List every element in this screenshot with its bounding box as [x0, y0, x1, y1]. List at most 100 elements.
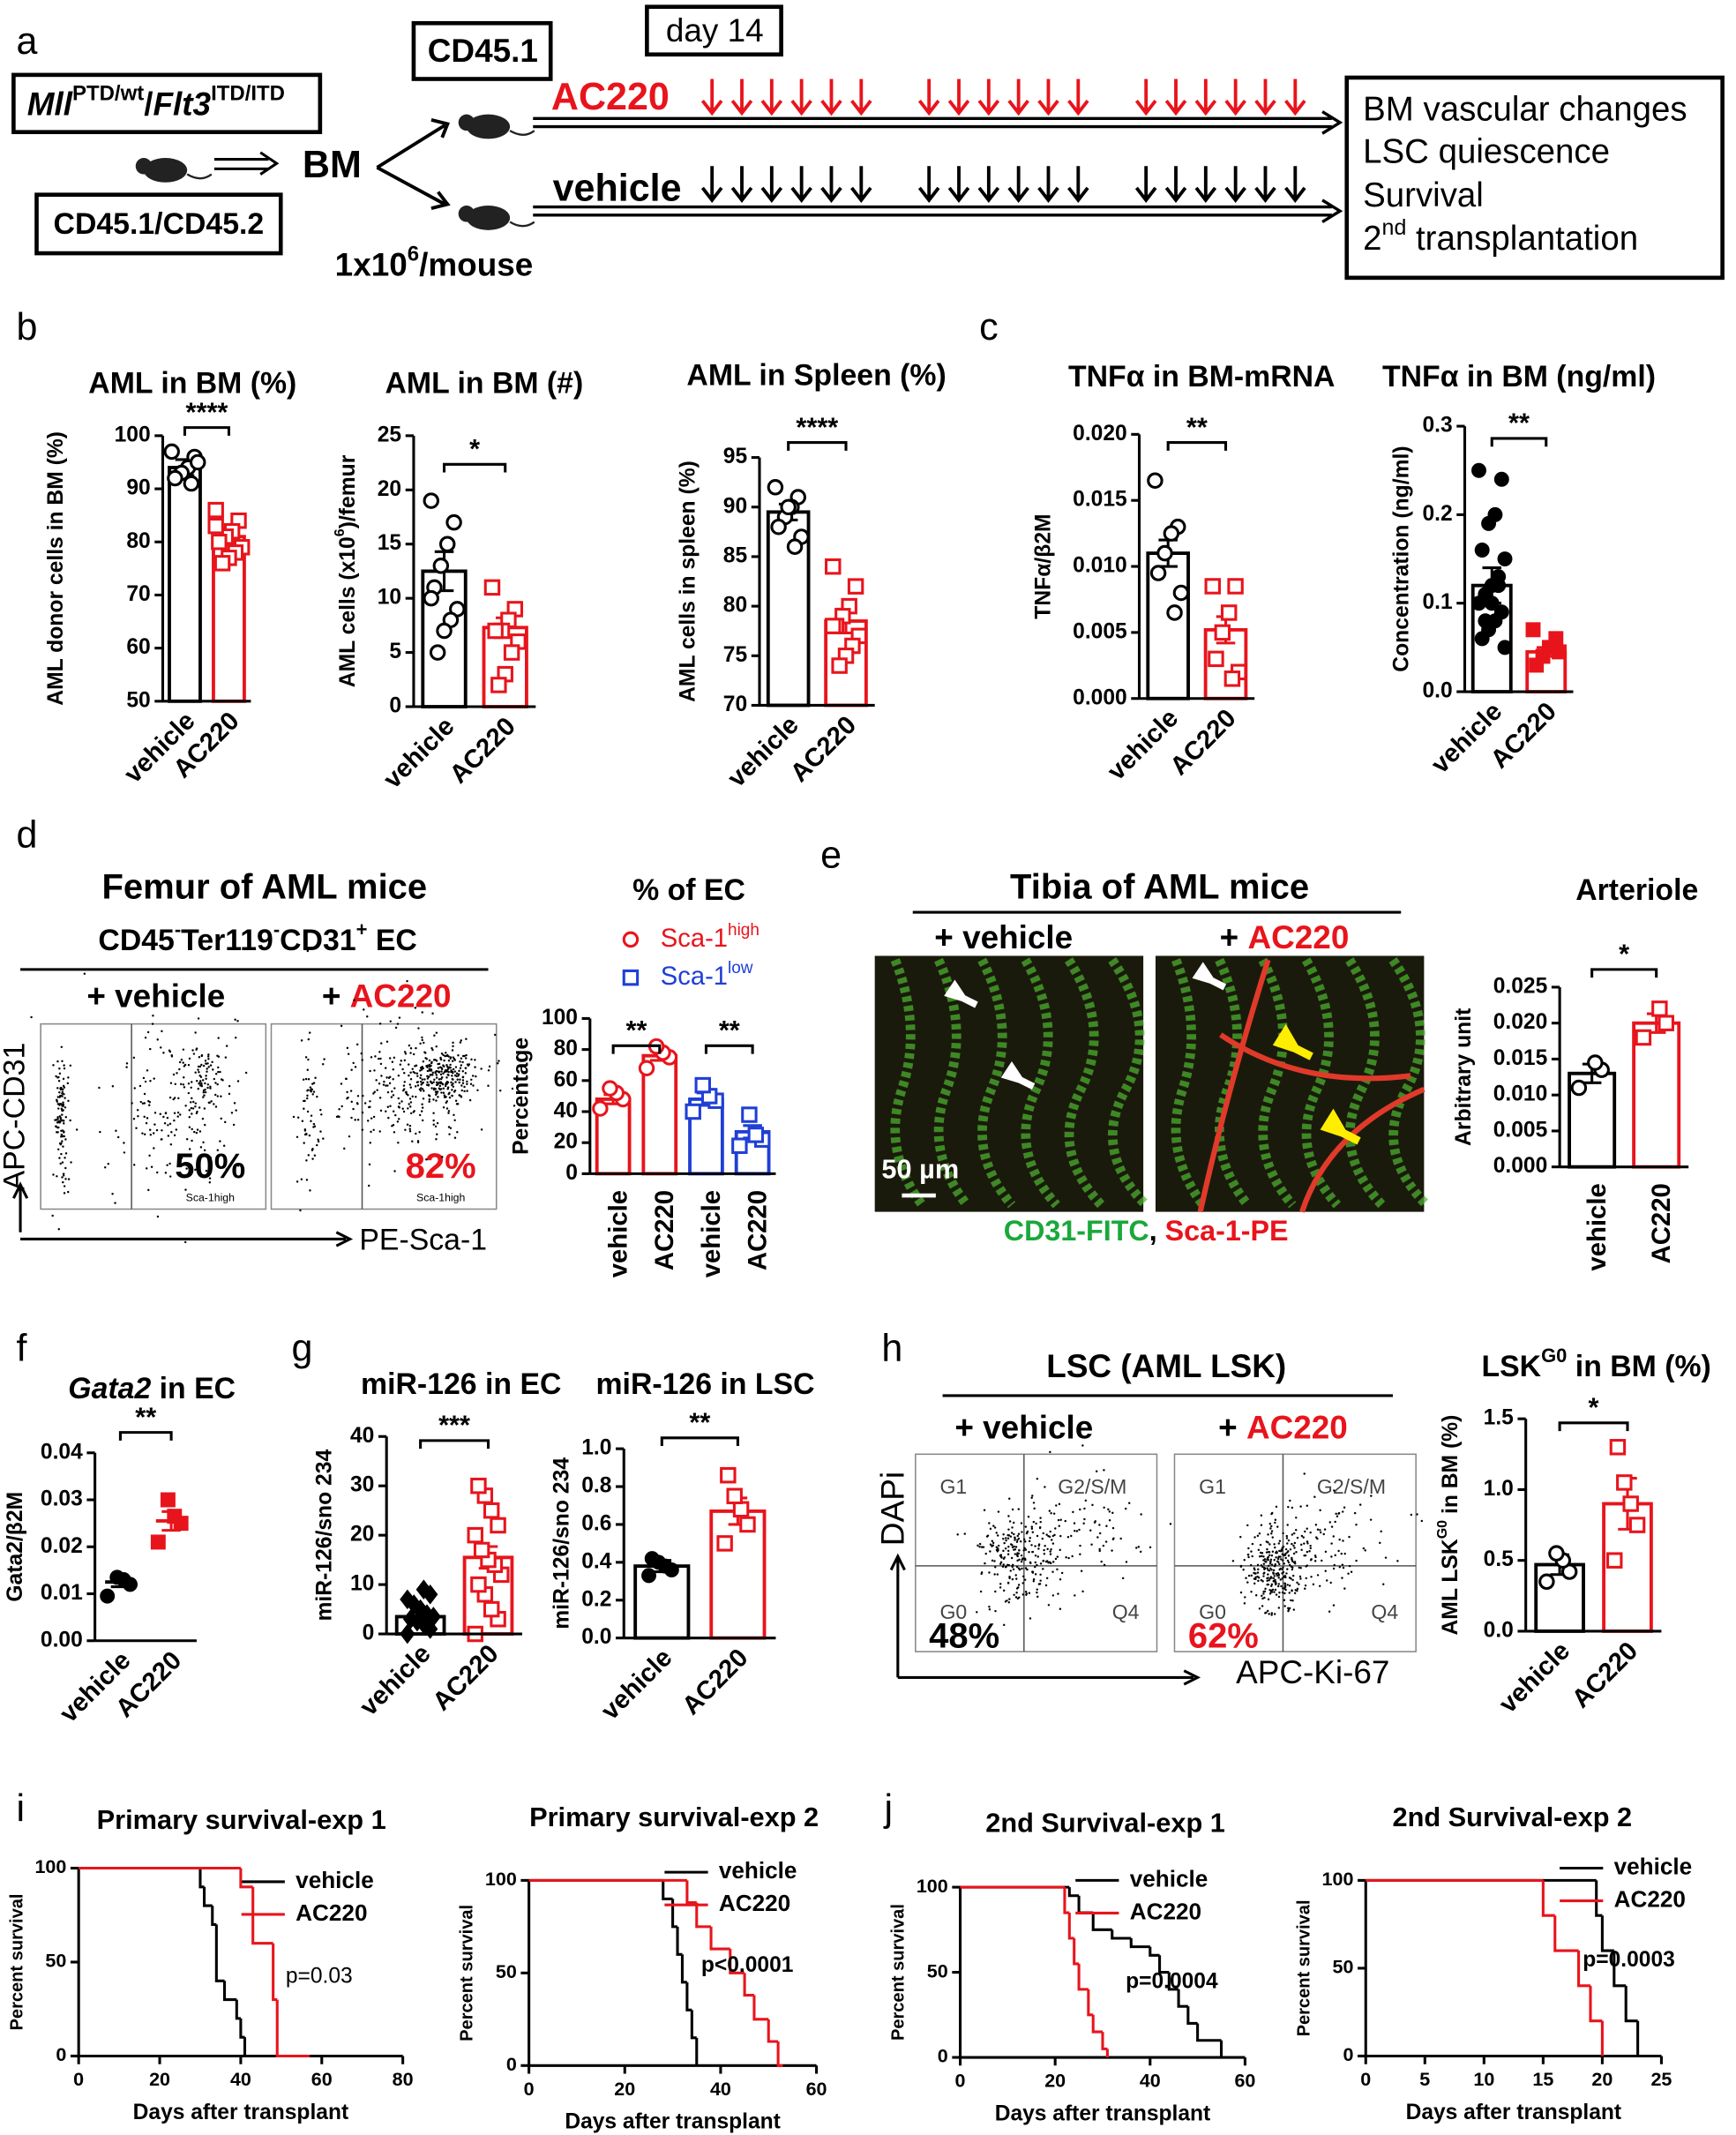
event — [1287, 1505, 1290, 1509]
event — [445, 1107, 449, 1110]
event — [1281, 1591, 1284, 1594]
condition: + vehicle — [934, 919, 1073, 955]
event — [447, 1126, 451, 1128]
event — [1012, 1521, 1015, 1524]
event — [136, 1109, 139, 1112]
event — [1045, 1577, 1049, 1580]
event — [1308, 1549, 1311, 1553]
event — [982, 1546, 985, 1548]
event — [1016, 1534, 1019, 1538]
event — [425, 1157, 428, 1161]
event — [1300, 1534, 1304, 1538]
event — [55, 1119, 58, 1121]
event — [1264, 1612, 1267, 1614]
event — [1321, 1559, 1323, 1562]
event — [456, 1078, 459, 1081]
pointer — [1272, 1023, 1313, 1060]
event — [1270, 1524, 1273, 1528]
event — [343, 1147, 346, 1150]
pointer — [1192, 962, 1227, 991]
significance: ** — [689, 1406, 710, 1437]
event — [61, 1105, 64, 1107]
event — [1293, 1547, 1296, 1549]
event — [340, 1082, 343, 1085]
significance: ** — [135, 1401, 156, 1432]
event — [1355, 1524, 1358, 1526]
significance-bracket — [1590, 968, 1658, 978]
data-point — [716, 1535, 733, 1552]
event — [316, 1143, 318, 1147]
event — [394, 1113, 397, 1117]
event — [1010, 1556, 1014, 1560]
mouse-head — [458, 206, 475, 222]
event — [191, 1081, 193, 1083]
event — [1262, 1562, 1266, 1565]
event — [307, 1154, 311, 1157]
event — [1293, 1592, 1297, 1595]
survival-step — [1186, 2006, 1198, 2025]
condition: + AC220 — [1220, 919, 1350, 955]
event — [454, 1066, 458, 1068]
event — [1254, 1577, 1257, 1581]
event — [408, 1097, 412, 1100]
event — [1268, 1579, 1270, 1582]
event — [1277, 1577, 1280, 1579]
event — [125, 1062, 129, 1065]
event — [198, 1106, 201, 1109]
event — [459, 1067, 462, 1069]
event — [61, 1092, 64, 1095]
event — [425, 1083, 429, 1086]
text-part: CD31-FITC — [1004, 1214, 1149, 1246]
event — [1049, 1530, 1051, 1533]
event — [303, 1133, 307, 1136]
event — [412, 1070, 415, 1074]
box — [411, 20, 553, 81]
event — [176, 1115, 179, 1118]
event — [313, 1154, 317, 1157]
event — [416, 1084, 420, 1087]
data-point — [847, 578, 864, 595]
data-point — [1166, 604, 1183, 621]
event — [187, 1063, 191, 1067]
event — [1071, 1554, 1074, 1558]
x-tick-label: vehicle — [698, 1190, 726, 1277]
y-tick-label: 10 — [378, 586, 401, 610]
data-point — [1223, 670, 1241, 687]
event — [306, 1090, 309, 1092]
event — [1039, 1517, 1042, 1519]
data-point — [739, 1516, 756, 1533]
readout: BM vascular changes — [1363, 91, 1687, 129]
event — [235, 1109, 237, 1112]
event — [1026, 1568, 1029, 1571]
mouse-tail — [509, 221, 535, 228]
event — [138, 1084, 142, 1088]
event — [452, 1045, 454, 1048]
event — [1341, 1510, 1344, 1513]
event — [1325, 1579, 1328, 1582]
gate-title: CD45-Ter119-CD31+ EC — [98, 918, 416, 957]
event — [59, 1094, 62, 1097]
event — [1303, 1542, 1306, 1545]
event — [161, 1030, 163, 1033]
event — [1030, 1496, 1033, 1500]
event — [461, 1082, 465, 1084]
event — [460, 1064, 463, 1067]
event — [453, 1070, 457, 1073]
event — [432, 1123, 435, 1126]
data-point — [831, 657, 848, 674]
event — [1032, 1579, 1036, 1583]
event — [1022, 1538, 1026, 1541]
event — [1280, 1584, 1283, 1588]
event — [320, 1113, 323, 1116]
box — [11, 72, 323, 135]
y-tick-label: 0.6 — [581, 1511, 611, 1535]
event — [394, 1026, 398, 1030]
event — [363, 1008, 365, 1011]
event — [1245, 1577, 1247, 1579]
event — [476, 1089, 479, 1092]
event — [1139, 1550, 1142, 1554]
event — [488, 1065, 491, 1068]
event — [236, 1165, 240, 1167]
event — [1008, 1577, 1011, 1580]
event — [337, 1115, 340, 1118]
